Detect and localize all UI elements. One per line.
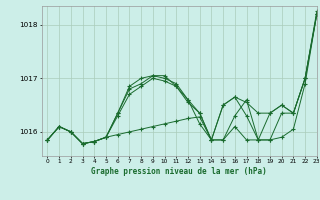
X-axis label: Graphe pression niveau de la mer (hPa): Graphe pression niveau de la mer (hPa) [91,167,267,176]
